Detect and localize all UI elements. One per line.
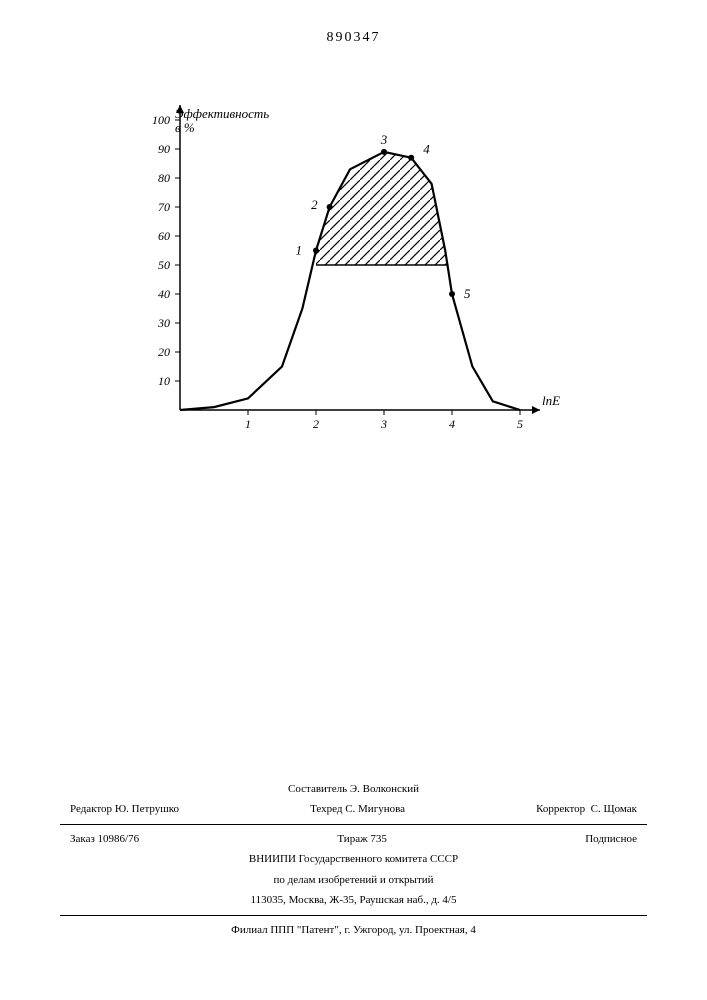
corrector: Корректор С. Щомак (536, 801, 637, 818)
svg-text:5: 5 (464, 286, 471, 301)
svg-text:в %: в % (175, 120, 195, 135)
svg-text:70: 70 (158, 200, 170, 214)
org2: по делам изобретений и открытий (60, 870, 647, 891)
compiler: Составитель Э. Волконский (60, 779, 647, 800)
techred: Техред С. Мигунова (310, 801, 405, 818)
svg-text:20: 20 (158, 345, 170, 359)
svg-text:3: 3 (380, 132, 388, 147)
efficiency-chart: 10 20 30 40 50 60 70 80 90 100 1 2 3 4 5 Эффективностьв… (120, 80, 570, 460)
svg-text:60: 60 (158, 229, 170, 243)
svg-text:3: 3 (380, 417, 387, 431)
org1: ВНИИПИ Государственного комитета СССР (60, 849, 647, 870)
svg-text:50: 50 (158, 258, 170, 272)
svg-text:30: 30 (157, 316, 170, 330)
subscription: Подписное (585, 831, 637, 848)
svg-text:80: 80 (158, 171, 170, 185)
svg-text:1: 1 (245, 417, 251, 431)
svg-text:5: 5 (517, 417, 523, 431)
footer: Составитель Э. Волконский Редактор Ю. Пе… (60, 779, 647, 941)
doc-number: 890347 (0, 30, 707, 46)
svg-text:2: 2 (311, 197, 318, 212)
svg-text:4: 4 (423, 142, 430, 157)
svg-text:lпE: lпE (542, 393, 560, 408)
svg-text:90: 90 (158, 142, 170, 156)
svg-text:100: 100 (152, 113, 170, 127)
branch: Филиал ППП "Патент", г. Ужгород, ул. Про… (60, 920, 647, 941)
svg-text:2: 2 (313, 417, 319, 431)
svg-text:10: 10 (158, 374, 170, 388)
svg-text:Эффективность: Эффективность (175, 106, 269, 121)
svg-text:1: 1 (296, 243, 303, 258)
svg-text:40: 40 (158, 287, 170, 301)
address: 113035, Москва, Ж-35, Раушская наб., д. … (60, 890, 647, 911)
order: Заказ 10986/76 (70, 831, 139, 848)
svg-text:4: 4 (449, 417, 455, 431)
editor: Редактор Ю. Петрушко (70, 801, 179, 818)
circulation: Тираж 735 (337, 831, 387, 848)
